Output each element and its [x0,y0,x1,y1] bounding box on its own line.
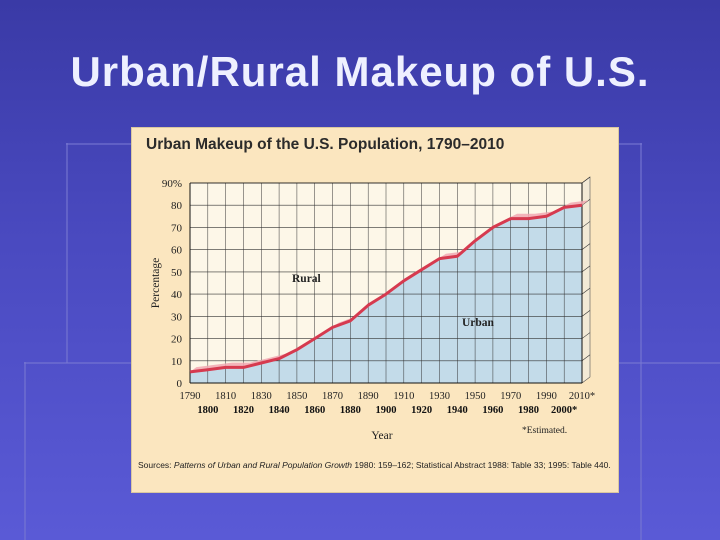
x-tick-label: 2010* [569,391,595,402]
y-tick-label: 40 [171,289,183,301]
grid-line-depth [581,198,591,206]
slide-title: Urban/Rural Makeup of U.S. [70,48,650,95]
grid-line-depth [581,243,591,250]
urban-trend-line [189,203,583,374]
x-tick-label: 1790 [180,391,201,402]
background-decoration [66,143,68,363]
x-tick-label: 1800 [197,405,218,416]
y-tick-label: 60 [171,245,183,257]
x-tick-label: 1830 [251,391,272,402]
y-tick-label: 50 [171,267,183,279]
sources-italic: Patterns of Urban and Rural Population G… [173,460,353,470]
grid-line-depth [581,221,591,228]
x-tick-label: 1980 [518,405,539,416]
x-tick-label: 1890 [358,391,379,402]
x-tick-label: 1930 [429,391,450,402]
x-axis-label: Year [371,430,392,442]
grid-line-depth [581,354,591,362]
x-tick-label: 1910 [393,391,414,402]
y-axis-label: Percentage [150,258,162,308]
y-tick-label: 90% [162,178,182,190]
x-tick-label: 1940 [447,405,468,416]
x-tick-label: 1950 [465,391,486,402]
chart-plot: 0 10 20 30 40 50 60 70 80 90% 1790 1810 1830 1850 1870… [150,176,595,442]
chart-title: Urban Makeup of the U.S. Population, 179… [146,136,505,153]
y-tick-label: 30 [171,311,183,323]
x-tick-label: 1840 [269,405,290,416]
x-tick-label: 1810 [215,391,236,402]
x-tick-label: 1970 [500,391,521,402]
x-tick-label: 1860 [304,405,325,416]
grid-line-depth [581,310,591,317]
y-tick-label: 80 [171,200,183,212]
x-tick-label: 1870 [322,391,343,402]
x-tick-label: 1960 [482,405,503,416]
background-decoration [640,143,642,540]
x-tick-label: 1880 [340,405,361,416]
rural-region-label: Rural [292,273,321,285]
estimated-footnote: *Estimated. [522,426,567,436]
grid-line-depth [581,332,591,339]
x-tick-label: 1820 [233,405,254,416]
sources-prefix: Sources: [138,460,174,470]
y-tick-label: 20 [171,334,183,346]
plot-depth-side [581,176,591,384]
grid-line-depth [581,265,591,273]
sources-rest: 1980: 159–162; Statistical Abstract 1988… [352,460,611,470]
y-tick-label: 10 [171,356,183,368]
y-tick-label: 0 [177,378,183,390]
background-decoration [24,362,26,540]
urban-region-label: Urban [462,317,495,329]
grid-line-depth [581,176,591,184]
x-tick-label: 1920 [411,405,432,416]
chart-sources: Sources: Patterns of Urban and Rural Pop… [138,460,614,471]
x-tick-label: 1990 [536,391,557,402]
x-tick-label: 2000* [551,405,577,416]
x-tick-label: 1850 [286,391,307,402]
x-tick-label: 1900 [376,405,397,416]
grid-line-depth [581,287,591,295]
chart-figure: Urban Makeup of the U.S. Population, 179… [131,127,619,493]
y-tick-label: 70 [171,222,183,234]
